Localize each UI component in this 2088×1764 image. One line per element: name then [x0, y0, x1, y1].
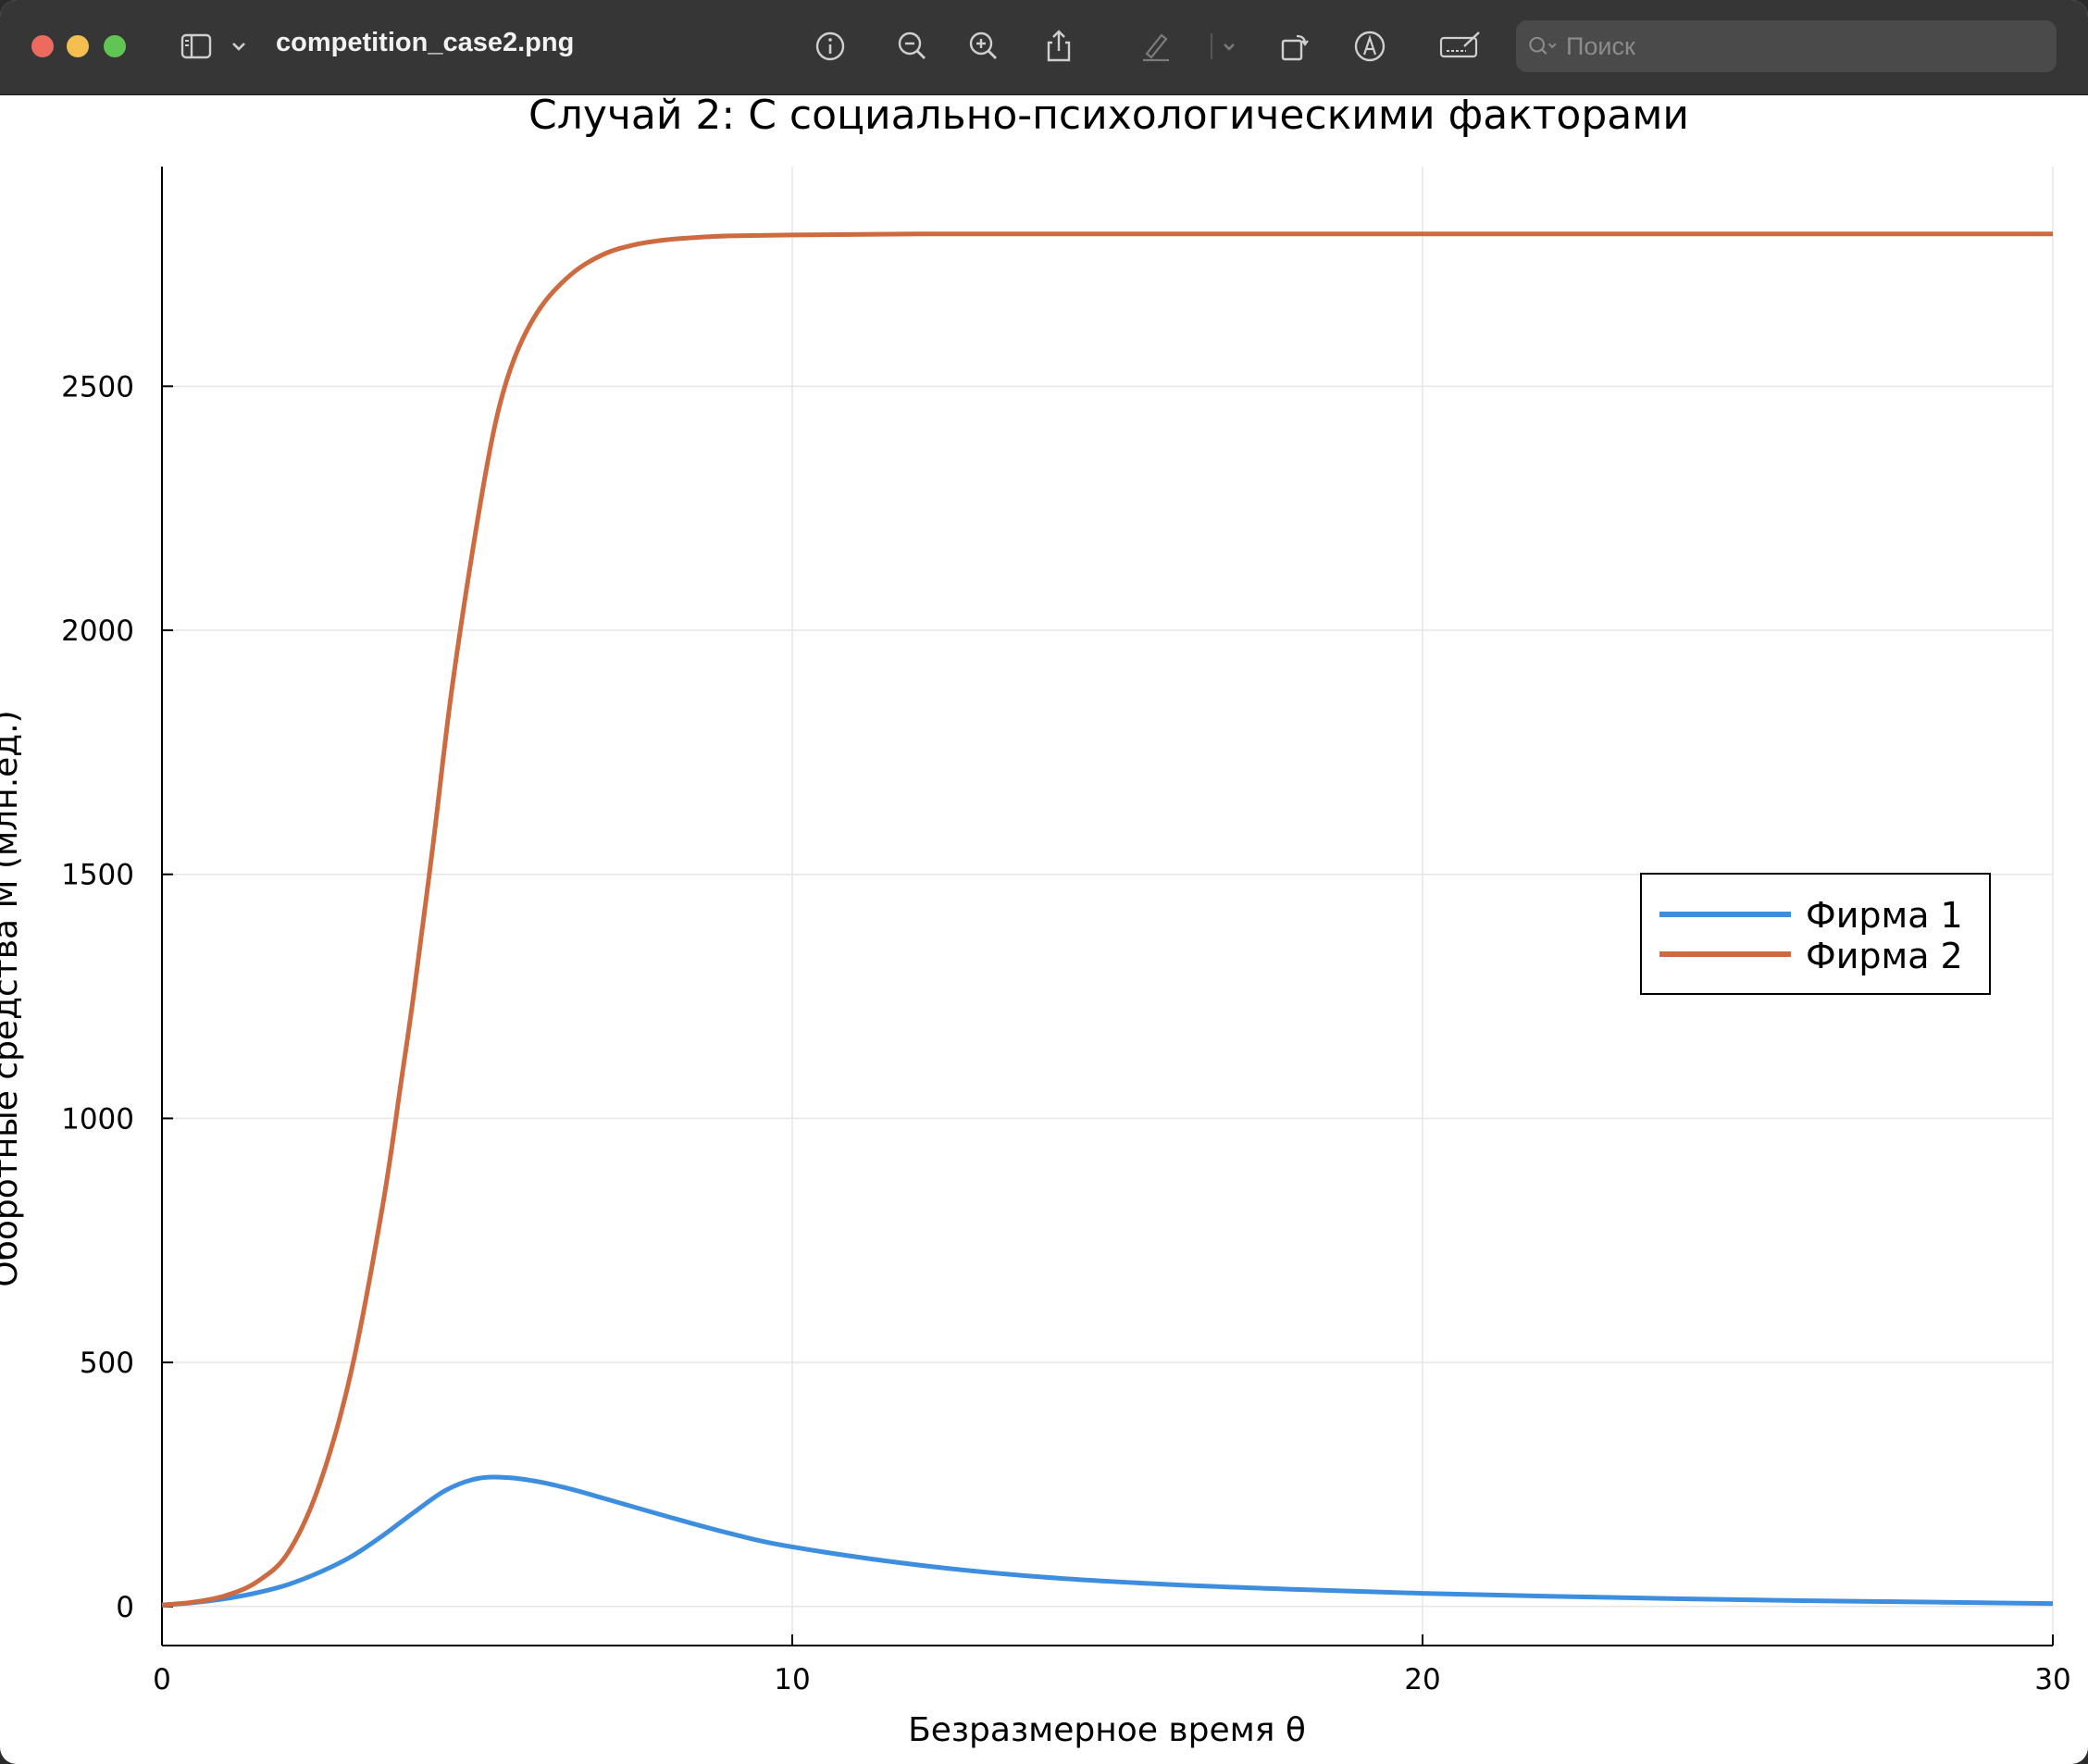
chevron-down-icon[interactable]	[1209, 24, 1249, 68]
search-field[interactable]: Поиск	[1516, 20, 2057, 72]
x-tick-label: 30	[2034, 1663, 2070, 1696]
close-button[interactable]	[31, 35, 54, 57]
zoom-out-icon[interactable]	[890, 24, 935, 68]
series-line-1	[161, 1474, 2054, 1608]
markup-icon[interactable]	[1348, 24, 1392, 68]
sidebar-icon[interactable]	[174, 24, 218, 68]
chart-title: Случай 2: С социально-психологическими ф…	[528, 94, 1689, 139]
x-tick-label: 0	[153, 1663, 171, 1696]
y-tick-label: 500	[80, 1347, 134, 1380]
zoom-button[interactable]	[104, 35, 126, 57]
zoom-in-icon[interactable]	[962, 24, 1006, 68]
share-icon[interactable]	[1037, 24, 1081, 68]
series-lines	[161, 231, 2054, 1608]
rotate-icon[interactable]	[1273, 24, 1317, 68]
y-tick-label: 2000	[61, 615, 134, 648]
x-tick-label: 20	[1404, 1663, 1440, 1696]
minimize-button[interactable]	[67, 35, 89, 57]
x-tick-label: 10	[774, 1663, 810, 1696]
legend-label-1: Фирма 1	[1806, 895, 1963, 936]
legend-box	[1640, 873, 1991, 995]
series-line-2	[161, 231, 2053, 1608]
legend-label-2: Фирма 2	[1806, 936, 1963, 976]
x-axis-label: Безразмерное время θ	[908, 1711, 1306, 1749]
line-chart: 0 10 20 30 0 500 1000 1500 2000 2500 Случай 2: С …	[0, 94, 2071, 1749]
document-title: competition_case2.png	[276, 28, 575, 57]
y-axis-label: Оборотные средства M (млн.ед.)	[0, 710, 25, 1286]
chevron-down-icon[interactable]	[218, 24, 259, 68]
signature-icon[interactable]	[1435, 24, 1486, 68]
y-tick-label: 2500	[61, 370, 134, 404]
tick-labels: 0 10 20 30 0 500 1000 1500 2000 2500	[61, 370, 2071, 1696]
divider	[1198, 24, 1225, 68]
y-tick-label: 1500	[61, 859, 134, 892]
y-tick-label: 1000	[61, 1102, 134, 1136]
highlight-pen-icon[interactable]	[1134, 24, 1178, 68]
title-bar: competition_case2.png	[0, 0, 2088, 95]
search-input[interactable]: Поиск	[1566, 32, 1635, 60]
axes	[161, 167, 2054, 1646]
info-icon[interactable]	[808, 24, 852, 68]
legend: Фирма 1 Фирма 2	[1640, 873, 1991, 995]
y-tick-label: 0	[116, 1591, 134, 1624]
search-icon	[1529, 36, 1557, 56]
